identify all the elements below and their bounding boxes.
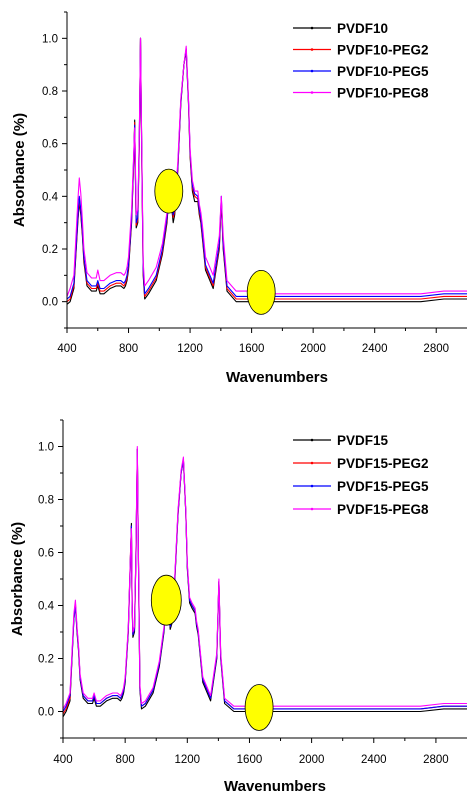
- top-spectrum-chart: 400 800 1200 1600 2000 2400 2800 0.0 0.2 0.4 0.6 0.…: [11, 11, 467, 386]
- top-legend-marker-3: [310, 69, 314, 73]
- top-x-tick-label: 1600: [239, 343, 265, 355]
- bottom-legend-marker-2: [310, 461, 314, 465]
- top-legend-label-2: PVDF10-PEG2: [337, 43, 429, 58]
- top-highlight-ellipse-1: [154, 168, 184, 214]
- bottom-x-tick-label: 1600: [237, 754, 263, 766]
- bottom-highlight-ellipse-1: [150, 574, 182, 626]
- top-y-tick-label: 0.6: [42, 139, 58, 151]
- top-y-tick-label: 0.8: [42, 86, 58, 98]
- top-legend-marker-4: [310, 91, 314, 94]
- top-y-tick-label: 0.2: [42, 244, 58, 256]
- bottom-x-tick-label: 800: [116, 754, 135, 766]
- top-x-tick-label: 400: [57, 343, 76, 355]
- bottom-x-tick-label: 2400: [361, 754, 387, 766]
- top-y-tick-label: 0.0: [42, 297, 58, 309]
- bottom-x-tick-label: 1200: [175, 754, 201, 766]
- top-x-tick-label: 2800: [423, 343, 449, 355]
- bottom-legend-label-3: PVDF15-PEG5: [337, 479, 429, 494]
- bottom-legend-marker-3: [310, 484, 314, 488]
- top-legend-marker-1: [310, 26, 314, 30]
- top-legend-label-1: PVDF10: [337, 21, 388, 36]
- bottom-series-line-4: [62, 445, 467, 710]
- top-highlight-ellipse-2: [246, 269, 276, 315]
- top-x-tick-label: 1200: [177, 343, 203, 355]
- bottom-legend-label-2: PVDF15-PEG2: [337, 456, 429, 471]
- bottom-spectrum-chart: 400 800 1200 1600 2000 2400 2800 0.0 0.2 0.4 0.6 0.…: [9, 419, 467, 795]
- bottom-legend-marker-1: [310, 438, 314, 442]
- top-x-tick-label: 2400: [362, 343, 388, 355]
- bottom-legend-label-4: PVDF15-PEG8: [337, 502, 429, 517]
- top-legend-label-3: PVDF10-PEG5: [337, 64, 429, 79]
- bottom-x-tick-label: 400: [53, 754, 72, 766]
- bottom-y-tick-label: 0.8: [38, 495, 54, 507]
- bottom-y-tick-label: 0.4: [38, 601, 55, 613]
- top-series-line-3: [66, 37, 467, 300]
- top-y-axis-title: Absorbance (%): [11, 113, 28, 227]
- bottom-y-tick-label: 0.6: [38, 548, 54, 560]
- bottom-legend-marker-4: [310, 507, 314, 511]
- top-x-axis-title: Wavenumbers: [226, 369, 328, 386]
- bottom-highlight-ellipse-2: [244, 684, 274, 731]
- bottom-legend-label-1: PVDF15: [337, 433, 389, 448]
- top-y-tick-label: 0.4: [42, 191, 59, 203]
- bottom-y-axis-title: Absorbance (%): [9, 522, 26, 636]
- top-legend-label-4: PVDF10-PEG8: [337, 86, 429, 101]
- bottom-y-tick-label: 0.2: [38, 654, 54, 666]
- top-x-tick-label: 800: [119, 343, 138, 355]
- top-x-tick-label: 2000: [300, 343, 326, 355]
- bottom-x-axis-title: Wavenumbers: [224, 778, 326, 795]
- top-y-tick-label: 1.0: [42, 33, 58, 45]
- bottom-x-tick-label: 2000: [299, 754, 325, 766]
- bottom-x-tick-label: 2800: [423, 754, 449, 766]
- bottom-y-tick-label: 0.0: [38, 707, 54, 719]
- top-legend-marker-2: [310, 48, 314, 51]
- bottom-y-tick-label: 1.0: [38, 442, 54, 454]
